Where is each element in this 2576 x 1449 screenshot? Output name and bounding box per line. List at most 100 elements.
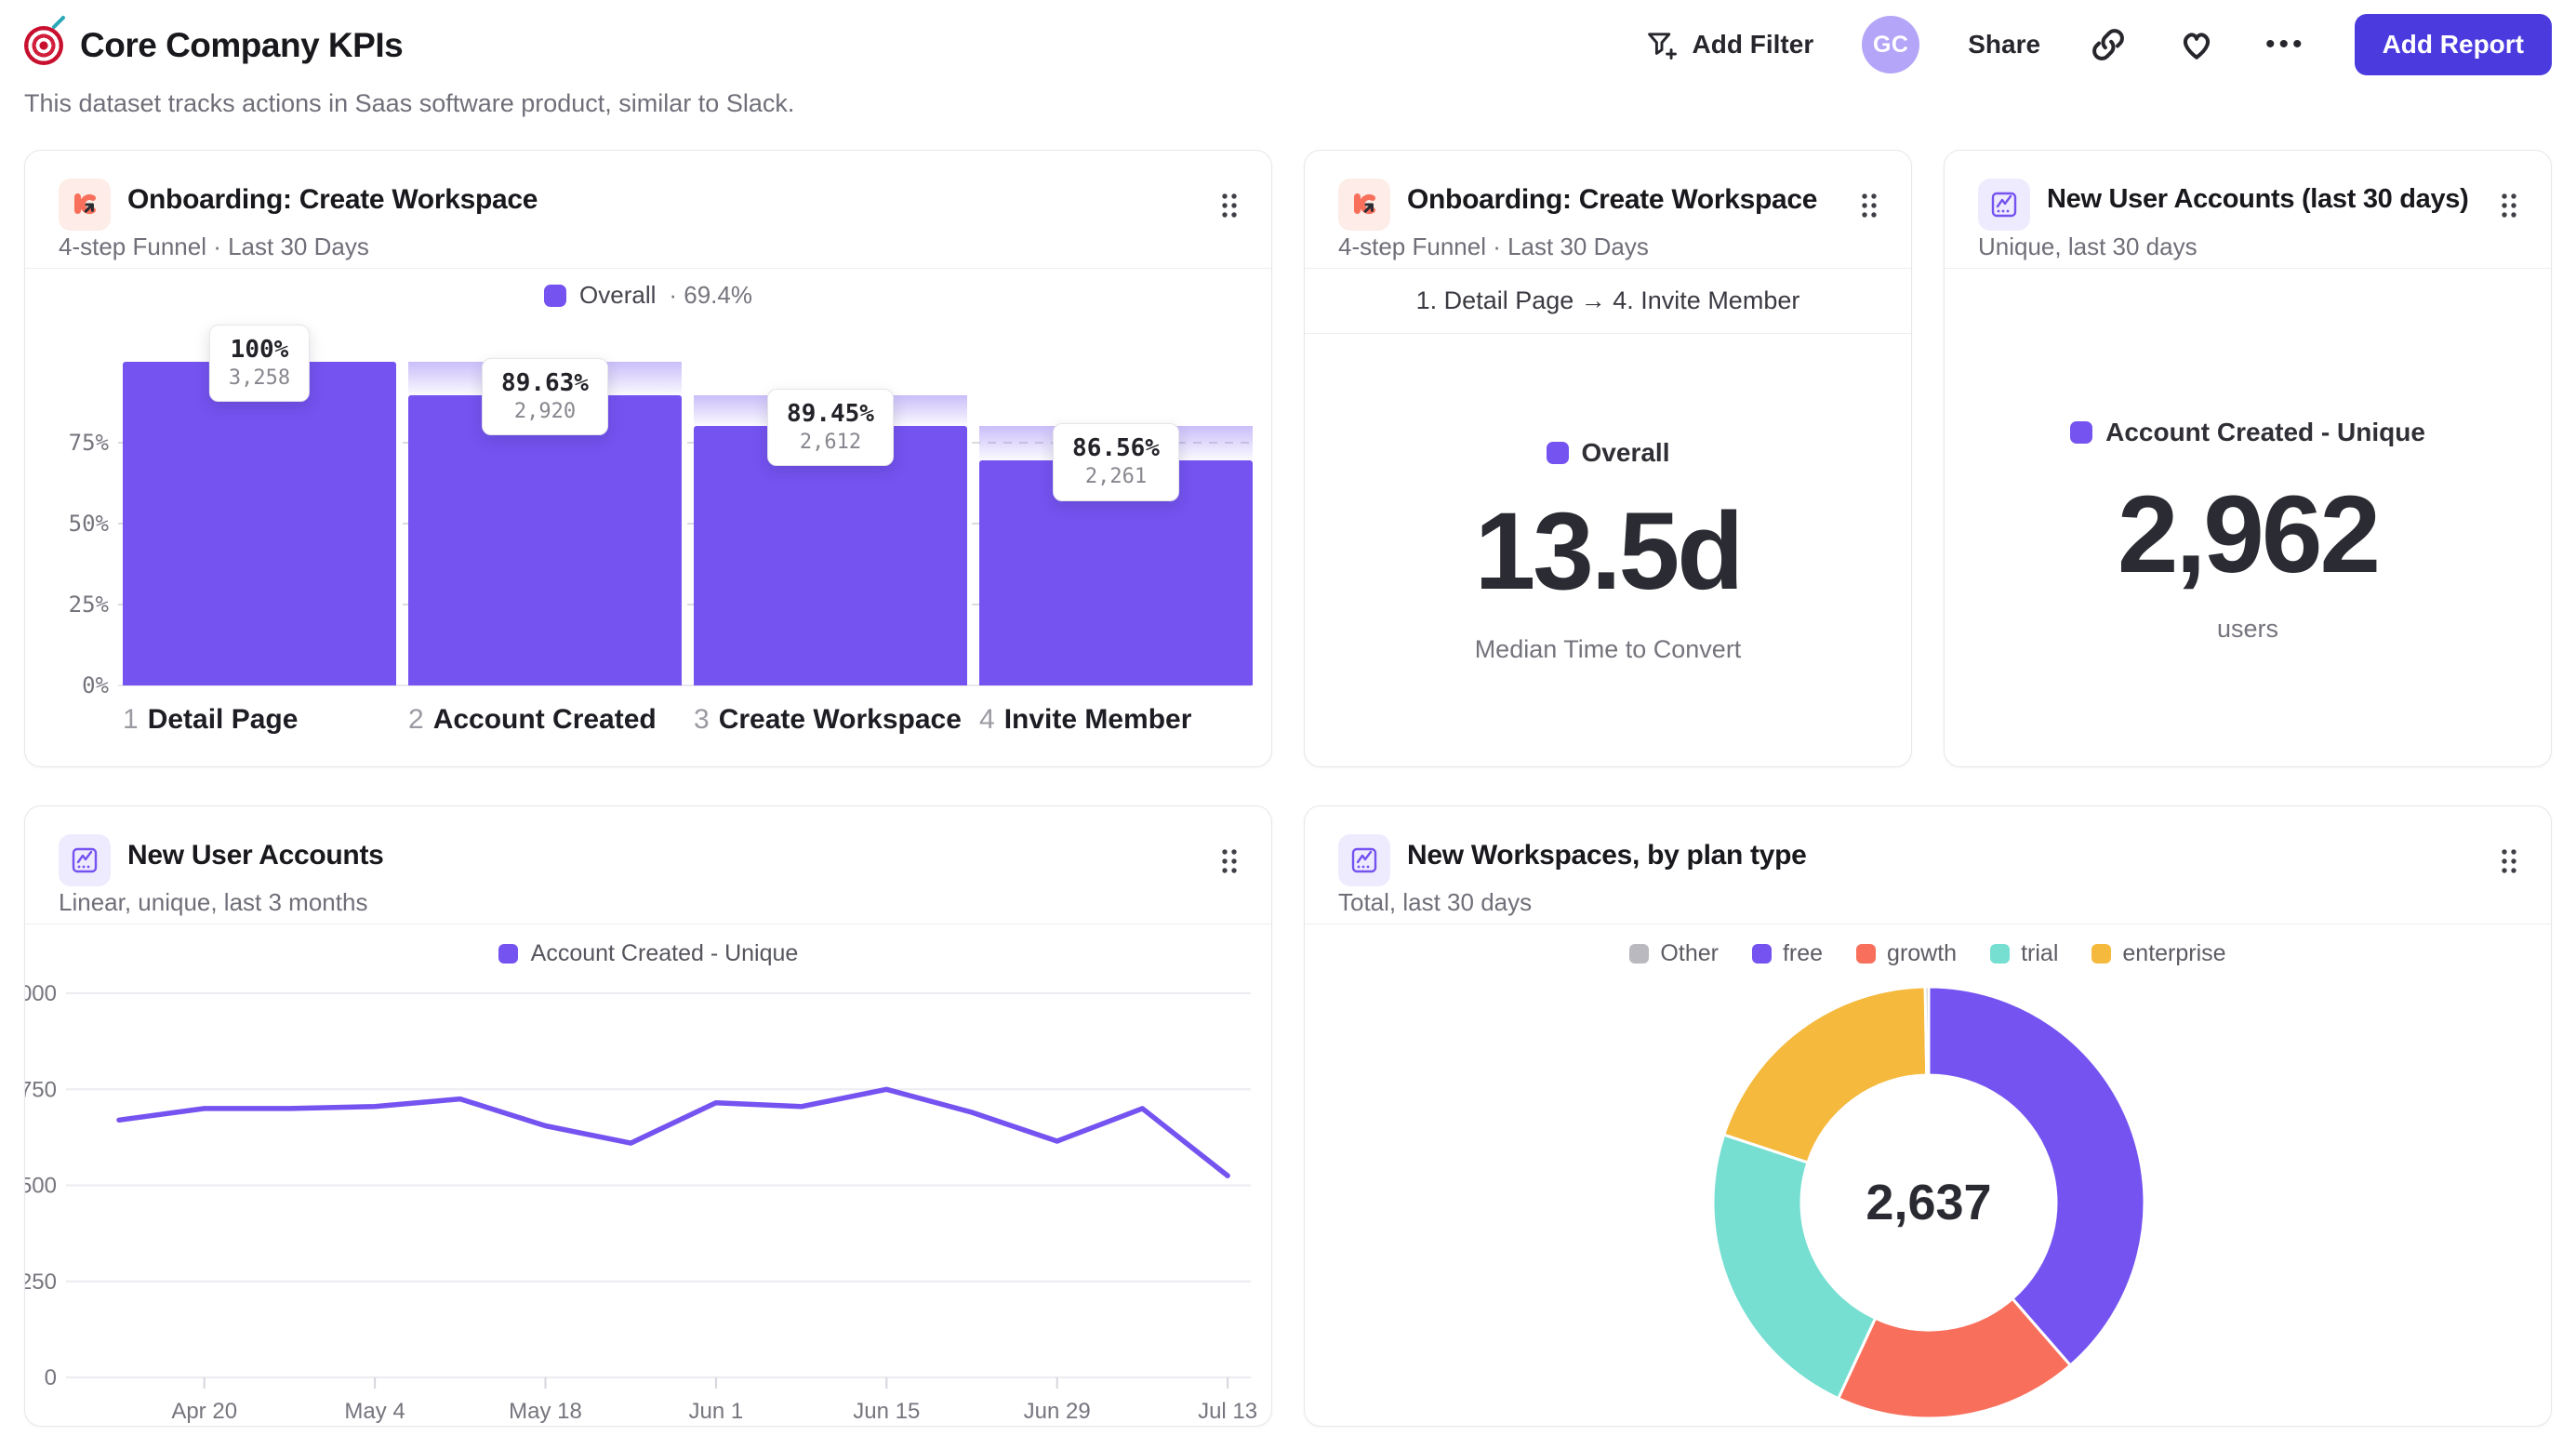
funnel-chart: 75% 50% 25% 0% 100% 3,258 1 Detail Page 89.63% 2,…	[25, 316, 1271, 766]
funnel-bar[interactable]	[408, 395, 682, 685]
funnel-chart-icon	[1338, 179, 1390, 231]
legend-item-other[interactable]: Other	[1629, 940, 1719, 967]
legend-swatch	[2070, 421, 2093, 444]
card-new-user-accounts-30d: New User Accounts (last 30 days) Unique,…	[1944, 150, 2552, 767]
legend-swatch	[1856, 944, 1877, 964]
donut-chart	[1711, 985, 2146, 1420]
line-chart: 0 250 500 750 1,000 Apr 20 May 4 May 18 Jun 1 Jun…	[25, 981, 1257, 1424]
drag-handle-icon[interactable]	[2497, 844, 2521, 879]
add-report-button[interactable]: Add Report	[2354, 14, 2552, 75]
page-title: Core Company KPIs	[80, 26, 404, 64]
legend-label: trial	[2021, 940, 2059, 966]
gridline	[118, 685, 1251, 686]
card-header: Onboarding: Create Workspace 4-step Funn…	[25, 151, 1271, 269]
metric-legend[interactable]: Account Created - Unique	[2070, 418, 2425, 447]
donut-segment-trial[interactable]	[1711, 1133, 1878, 1401]
donut-segment-other[interactable]	[1923, 985, 1931, 1077]
median-metric: Overall 13.5d Median Time to Convert	[1305, 334, 1911, 664]
x-axis-label: Jun 15	[853, 1399, 920, 1424]
x-axis-label: Jul 13	[1198, 1399, 1257, 1424]
funnel-value-label: 86.56% 2,261	[1053, 423, 1179, 501]
card-title: New Workspaces, by plan type	[1407, 840, 1807, 871]
copy-link-button[interactable]	[2089, 25, 2128, 64]
y-axis-label: 75%	[68, 430, 109, 456]
metric-value: 13.5d	[1474, 490, 1745, 613]
card-header: New Workspaces, by plan type Total, last…	[1305, 806, 2551, 924]
x-axis-label: May 18	[509, 1399, 582, 1424]
card-subtitle: Linear, unique, last 3 months	[59, 888, 368, 916]
funnel-step-label: 4 Invite Member	[979, 704, 1192, 735]
metric-value: 2,962	[2117, 473, 2381, 596]
funnel-bar[interactable]	[694, 426, 967, 685]
y-axis-label: 0	[45, 1365, 57, 1390]
funnel-step-label: 3 Create Workspace	[694, 704, 962, 735]
legend-swatch	[1546, 442, 1569, 464]
drag-handle-icon[interactable]	[1857, 188, 1881, 223]
legend-swatch	[498, 944, 518, 964]
funnel-bar[interactable]	[123, 362, 396, 685]
x-axis-label: May 4	[344, 1399, 405, 1424]
funnel-legend[interactable]: Overall · 69.4%	[25, 281, 1271, 310]
drag-handle-icon[interactable]	[1217, 844, 1242, 879]
avatar[interactable]: GC	[1862, 16, 1920, 73]
card-new-user-accounts-trend: New User Accounts Linear, unique, last 3…	[24, 805, 1272, 1427]
legend-item-enterprise[interactable]: enterprise	[2091, 940, 2226, 967]
accounts-metric: Account Created - Unique 2,962 users	[1945, 269, 2551, 644]
y-axis-label: 1,000	[25, 981, 57, 1006]
line-chart-icon	[59, 834, 111, 886]
x-axis-label: Jun 1	[689, 1399, 744, 1424]
x-axis-label: Apr 20	[171, 1399, 237, 1424]
card-new-workspaces-by-plan: New Workspaces, by plan type Total, last…	[1304, 805, 2552, 1427]
y-axis-label: 0%	[82, 672, 109, 698]
card-title: New User Accounts (last 30 days)	[2047, 184, 2469, 214]
funnel-chart-icon	[59, 179, 111, 231]
y-axis-label: 500	[25, 1174, 57, 1199]
line-chart-icon	[1338, 834, 1390, 886]
legend-item-free[interactable]: free	[1751, 940, 1824, 967]
line-series[interactable]	[116, 1086, 1230, 1178]
card-subtitle: Unique, last 30 days	[1978, 233, 2198, 260]
more-options-button[interactable]: •••	[2265, 29, 2306, 60]
add-filter-button[interactable]: Add Filter	[1644, 27, 1813, 62]
legend-label: free	[1782, 940, 1824, 966]
drag-handle-icon[interactable]	[1217, 188, 1242, 223]
drag-handle-icon[interactable]	[2497, 188, 2521, 223]
metric-caption: users	[2216, 614, 2279, 643]
y-axis-label: 250	[25, 1270, 57, 1295]
legend-swatch	[2091, 944, 2112, 964]
trend-legend[interactable]: Account Created - Unique	[25, 940, 1271, 967]
legend-label: enterprise	[2122, 940, 2226, 966]
legend-item-trial[interactable]: trial	[1990, 940, 2058, 967]
y-axis-label: 750	[25, 1077, 57, 1102]
legend-label: Other	[1660, 940, 1719, 966]
card-median-time-to-convert: Onboarding: Create Workspace 4-step Funn…	[1304, 150, 1912, 767]
gridline	[118, 604, 1251, 605]
funnel-step-label: 2 Account Created	[408, 704, 657, 735]
link-icon	[2092, 29, 2124, 60]
donut-legend: Other free growth trial enterprise	[1305, 940, 2551, 967]
donut-segment-enterprise[interactable]	[1722, 985, 1929, 1164]
page-subtitle: This dataset tracks actions in Saas soft…	[24, 89, 795, 117]
card-header: New User Accounts (last 30 days) Unique,…	[1945, 151, 2551, 269]
metric-caption: Median Time to Convert	[1474, 634, 1742, 663]
card-title: Onboarding: Create Workspace	[1407, 184, 1818, 215]
legend-swatch	[544, 284, 567, 307]
page-header: Core Company KPIs This dataset tracks ac…	[24, 0, 2552, 140]
card-subtitle: 4-step Funnel · Last 30 Days	[1338, 233, 1649, 260]
favorite-button[interactable]	[2176, 24, 2217, 65]
card-onboarding-funnel: Onboarding: Create Workspace 4-step Funn…	[24, 150, 1272, 767]
card-header: Onboarding: Create Workspace 4-step Funn…	[1305, 151, 1911, 269]
legend-swatch	[1751, 944, 1772, 964]
share-button[interactable]: Share	[1968, 30, 2041, 59]
funnel-value-label: 100% 3,258	[208, 325, 311, 403]
donut-segment-free[interactable]	[1927, 985, 2146, 1367]
filter-plus-icon	[1647, 33, 1677, 60]
header-actions: Add Filter GC Share ••• Add Report	[1644, 11, 2552, 78]
y-axis-label: 25%	[68, 592, 109, 618]
legend-item-growth[interactable]: growth	[1856, 940, 1957, 967]
legend-label: growth	[1887, 940, 1958, 966]
card-title: Onboarding: Create Workspace	[127, 184, 538, 215]
metric-legend[interactable]: Overall	[1546, 438, 1669, 468]
y-axis-label: 50%	[68, 511, 109, 537]
target-emoji-icon	[24, 26, 63, 65]
